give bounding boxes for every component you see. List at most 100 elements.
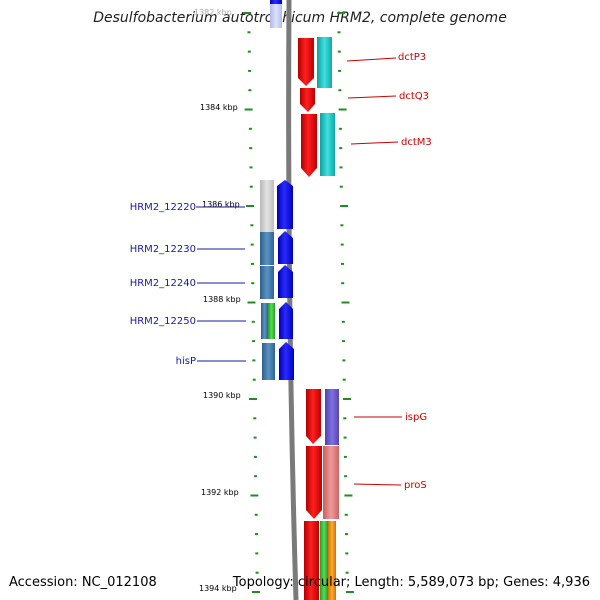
tick-left [252,378,256,381]
scale-labels: 1382 kbp 1384 kbp 1386 kbp 1388 kbp 1390… [194,8,241,593]
gene-partial-top-blue[interactable] [270,0,282,4]
gene-partial-bottom[interactable] [304,521,336,600]
scale-label: 1388 kbp [203,295,241,304]
tick-right [340,243,344,246]
tick-left [253,436,257,439]
tick-left [254,475,258,478]
scale-ticks [243,12,354,593]
tick-left [255,552,259,555]
gene-label-dctQ3[interactable]: dctQ3 [399,91,429,102]
gene-proS[interactable] [306,446,339,519]
scale-label: 1394 kbp [199,584,237,593]
gene-label-HRM2_12250[interactable]: HRM2_12250 [130,316,196,327]
tick-right [342,340,346,343]
tick-left [247,31,251,34]
tick-right [345,533,348,536]
tick-right [341,282,345,285]
tick-right [338,127,342,130]
tick-right [341,301,350,304]
gene-HRM2_12250[interactable] [261,302,293,339]
tick-right [345,571,349,574]
label-line-dctP3 [346,57,397,62]
tick-left [249,147,253,150]
gene-HRM2_12240[interactable] [260,265,293,299]
gene-label-hisP[interactable]: hisP [176,356,196,367]
tick-right [341,262,344,265]
tick-left [251,320,255,323]
scale-label: 1382 kbp [194,8,232,17]
gene-label-dctM3[interactable]: dctM3 [401,137,432,148]
tick-left [249,185,253,188]
tick-right [345,591,354,593]
tick-left [247,301,256,304]
gene-dctQ3[interactable] [300,88,315,112]
gene-HRM2_12230[interactable] [260,231,293,265]
scale-label: 1392 kbp [201,488,239,497]
scale-label: 1390 kbp [203,391,241,400]
scale-label: 1386 kbp [202,200,240,209]
gene-label-HRM2_12230[interactable]: HRM2_12230 [130,244,196,255]
tick-left [251,591,260,593]
gene-ispG[interactable] [306,389,339,445]
label-line-dctQ3 [347,95,397,99]
tick-right [339,185,343,188]
tick-left [253,455,257,458]
gene-label-proS[interactable]: proS [404,480,427,491]
tick-left [251,262,254,265]
tick-right [338,89,342,92]
gene-label-HRM2_12220[interactable]: HRM2_12220 [130,202,196,213]
tick-right [343,436,347,439]
tick-right [344,475,348,478]
tick-left [249,398,257,400]
tick-right [337,50,341,53]
tick-left [247,50,251,53]
tick-right [340,205,349,207]
gene-label-ispG[interactable]: ispG [405,412,427,423]
tick-right [339,147,343,150]
tick-left [250,494,259,497]
scale-label: 1384 kbp [200,103,238,112]
tick-left [249,166,253,169]
gene-HRM2_12220[interactable] [260,180,293,232]
tick-right [338,69,342,72]
tick-right [339,166,343,169]
gene-label-HRM2_12240[interactable]: HRM2_12240 [130,278,196,289]
tick-right [342,359,346,362]
gene-partial-top-left[interactable] [270,0,282,28]
gene-dctP3[interactable] [298,37,332,88]
tick-left [248,69,252,72]
tick-right [343,417,347,420]
gene-hisP[interactable] [262,342,294,380]
tick-right [343,455,347,458]
tick-left [255,571,259,574]
tick-right [345,552,349,555]
tick-right [342,378,346,381]
tick-left [251,282,255,285]
tick-left [252,359,256,362]
tick-left [250,224,254,227]
tick-right [337,31,341,34]
tick-right [344,494,353,497]
tick-left [246,205,255,207]
tick-right [337,12,346,14]
tick-left [248,89,252,92]
tick-left [244,108,253,111]
label-line-proS [353,483,402,486]
accession-label: Accession: NC_012108 [9,575,157,590]
tick-left [243,12,252,14]
label-line-dctM3 [350,141,399,145]
tick-left [253,417,257,420]
tick-left [250,243,254,246]
gene-label-dctP3[interactable]: dctP3 [398,52,426,63]
gene-dctM3[interactable] [301,113,335,177]
tick-right [340,224,344,227]
map-title: Desulfobacterium autotrophicum HRM2, com… [93,10,507,26]
tick-left [248,127,252,130]
tick-right [338,108,347,111]
tick-left [254,513,258,516]
tick-left [252,340,256,343]
tick-right [343,398,351,400]
backbone [286,0,299,600]
topology-label: Topology: circular; Length: 5,589,073 bp… [232,575,590,590]
